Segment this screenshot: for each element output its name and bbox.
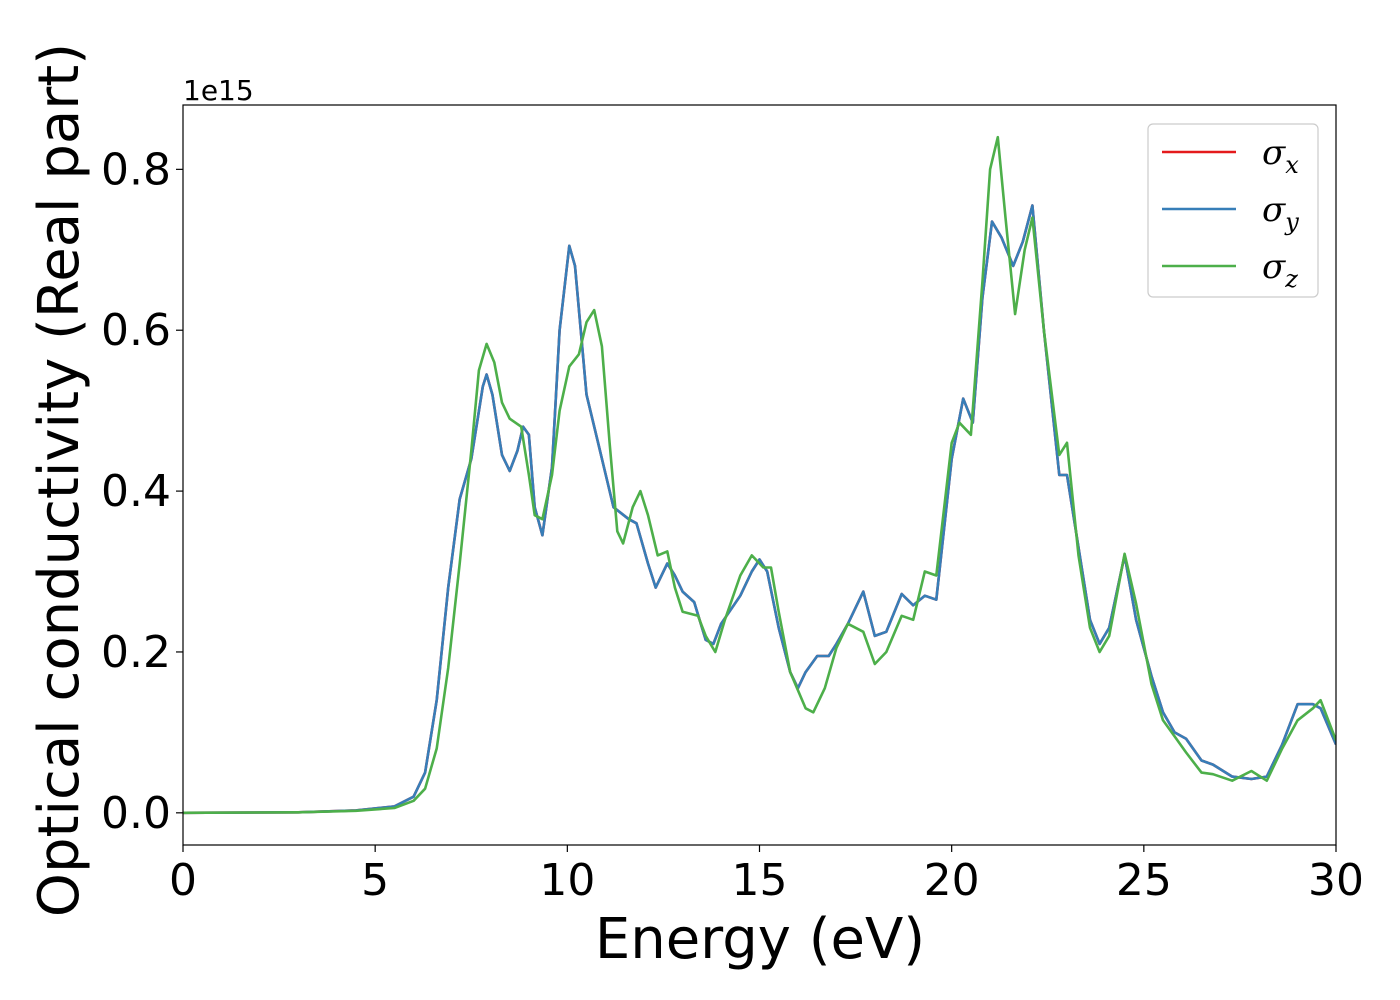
x-tick-label: 15 bbox=[732, 855, 788, 906]
y-tick-label: 0.8 bbox=[101, 144, 171, 195]
x-tick-label: 20 bbox=[924, 855, 980, 906]
y-tick-label: 0.4 bbox=[101, 466, 171, 517]
y-tick-label: 0.6 bbox=[101, 305, 171, 356]
axes-layer: 0 5 10 15 20 25 30 0.0 0.2 0.4 0.6 0.8 bbox=[101, 104, 1364, 906]
y-axis-title: Optical conductivity (Real part) bbox=[27, 43, 92, 917]
y-offset-text: 1e15 bbox=[183, 74, 254, 107]
legend-label-z: σz bbox=[1262, 247, 1298, 293]
x-tick-label: 5 bbox=[361, 855, 389, 906]
x-axis-title: Energy (eV) bbox=[595, 907, 925, 972]
legend: σx σy σz bbox=[1147, 123, 1319, 298]
plot-background bbox=[183, 105, 1336, 845]
y-tick-label: 0.0 bbox=[101, 788, 171, 839]
series-line-z bbox=[183, 135, 1336, 815]
x-tick-label: 0 bbox=[169, 855, 197, 906]
legend-label-x: σx bbox=[1262, 133, 1299, 179]
plot-area bbox=[183, 105, 1336, 845]
legend-label-y: σy bbox=[1262, 190, 1299, 236]
legend-box bbox=[1147, 123, 1319, 298]
series-layer bbox=[183, 135, 1336, 815]
x-tick-label: 25 bbox=[1116, 855, 1172, 906]
y-tick-label: 0.2 bbox=[101, 627, 171, 678]
x-tick-label: 30 bbox=[1308, 855, 1364, 906]
x-tick-label: 10 bbox=[539, 855, 595, 906]
